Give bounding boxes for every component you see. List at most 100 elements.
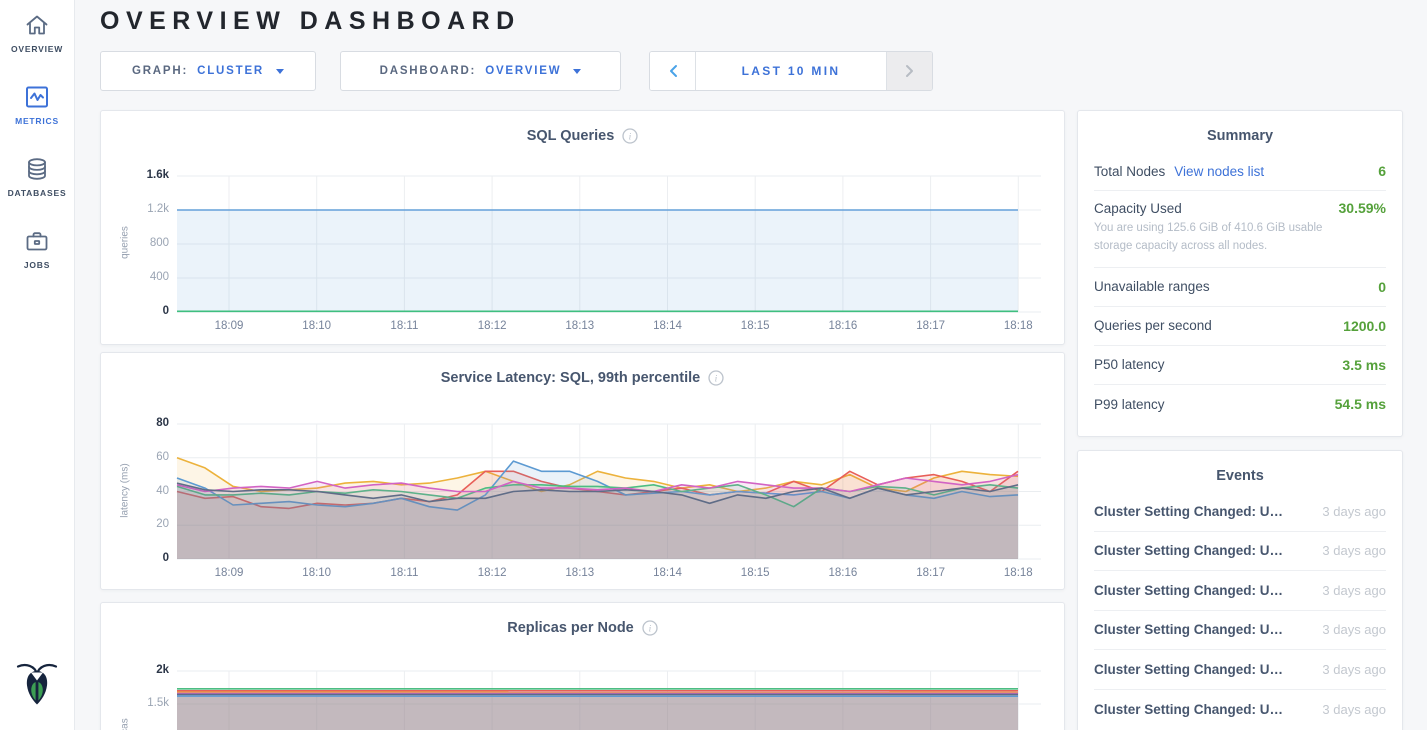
- chart-plot[interactable]: [176, 670, 1041, 730]
- chart-title: Replicas per Node: [507, 620, 634, 636]
- dashboard-dropdown[interactable]: DASHBOARD: OVERVIEW: [340, 51, 621, 91]
- graph-dropdown[interactable]: GRAPH: CLUSTER: [100, 51, 316, 91]
- y-tick-label: 80: [156, 417, 169, 429]
- chart-area-node-3: [177, 696, 1018, 730]
- sidebar-item-label: JOBS: [23, 260, 51, 270]
- event-title: Cluster Setting Changed: U…: [1094, 503, 1284, 519]
- y-tick-label: 0: [162, 305, 169, 317]
- chart-plot[interactable]: [176, 423, 1041, 560]
- y-tick-label: 60: [156, 450, 169, 463]
- events-panel: Events Cluster Setting Changed: U… 3 day…: [1077, 450, 1403, 730]
- x-tick-label: 18:18: [1003, 320, 1033, 332]
- event-row: Cluster Setting Changed: U… 3 days ago: [1094, 532, 1386, 571]
- sidebar-item-label: METRICS: [15, 116, 59, 126]
- summary-value: 0: [1378, 278, 1386, 295]
- summary-value: 54.5 ms: [1334, 396, 1386, 413]
- event-row: Cluster Setting Changed: U… 3 days ago: [1094, 690, 1386, 730]
- event-time: 3 days ago: [1322, 503, 1386, 519]
- graph-dropdown-value: CLUSTER: [197, 65, 265, 77]
- x-tick-label: 18:09: [214, 320, 244, 332]
- time-next-button[interactable]: [886, 52, 932, 90]
- x-tick-label: 18:16: [828, 567, 858, 579]
- summary-value: 30.59%: [1338, 200, 1386, 216]
- event-time: 3 days ago: [1322, 622, 1386, 638]
- chart-area-node-5: [177, 474, 1018, 559]
- chart-area-node-4: [177, 688, 1018, 730]
- x-tick-label: 18:14: [653, 320, 682, 332]
- chevron-down-icon: [573, 68, 582, 74]
- x-tick-label: 18:12: [477, 320, 507, 332]
- summary-row-total-nodes: Total Nodes View nodes list 6: [1094, 152, 1386, 191]
- chart-series-node-5: [176, 473, 1019, 493]
- x-tick-label: 18:18: [1003, 567, 1033, 579]
- event-title: Cluster Setting Changed: U…: [1094, 582, 1284, 598]
- x-tick-label: 18:17: [916, 567, 945, 579]
- chart-plot[interactable]: [177, 175, 1041, 313]
- y-tick-label: 0: [162, 552, 169, 564]
- sidebar-item-overview[interactable]: OVERVIEW: [11, 12, 63, 54]
- x-tick-label: 18:15: [740, 320, 770, 332]
- y-axis-label: queries: [119, 226, 131, 259]
- event-time: 3 days ago: [1322, 661, 1386, 677]
- chevron-down-icon: [276, 68, 285, 74]
- sidebar-item-jobs[interactable]: JOBS: [24, 228, 50, 270]
- event-title: Cluster Setting Changed: U…: [1094, 701, 1284, 717]
- svg-text:i: i: [715, 375, 718, 385]
- y-tick-label: 1.5k: [147, 697, 169, 709]
- svg-text:i: i: [648, 625, 651, 635]
- summary-row-p99-latency: P99 latency 54.5 ms: [1094, 385, 1386, 424]
- chevron-left-icon: [669, 65, 677, 77]
- event-row: Cluster Setting Changed: U… 3 days ago: [1094, 492, 1386, 532]
- event-time: 3 days ago: [1322, 582, 1386, 598]
- event-title: Cluster Setting Changed: U…: [1094, 661, 1284, 677]
- dashboard-dropdown-value: OVERVIEW: [485, 65, 562, 77]
- summary-row-capacity-used: Capacity Used 30.59% You are using 125.6…: [1094, 191, 1386, 268]
- svg-text:i: i: [629, 133, 632, 143]
- y-tick-label: 1.6k: [146, 169, 169, 181]
- summary-label: Total Nodes: [1094, 163, 1166, 179]
- x-tick-label: 18:12: [477, 567, 507, 579]
- info-icon[interactable]: i: [708, 370, 724, 386]
- view-nodes-link[interactable]: View nodes list: [1174, 163, 1265, 179]
- sidebar-item-label: DATABASES: [7, 188, 67, 198]
- databases-icon: [28, 158, 46, 180]
- summary-label: Capacity Used: [1094, 200, 1182, 216]
- summary-row-unavailable-ranges: Unavailable ranges 0: [1094, 268, 1386, 307]
- x-tick-label: 18:09: [214, 567, 244, 579]
- time-range-picker: LAST 10 MIN: [649, 51, 933, 91]
- chart-service-latency: Service Latency: SQL, 99th percentile i …: [100, 352, 1065, 590]
- cockroachdb-logo[interactable]: [16, 659, 58, 716]
- event-row: Cluster Setting Changed: U… 3 days ago: [1094, 571, 1386, 611]
- summary-label: P99 latency: [1094, 396, 1165, 412]
- home-icon: [26, 15, 48, 35]
- summary-row-queries-per-second: Queries per second 1200.0: [1094, 307, 1386, 346]
- y-axis-label: latency (ms): [119, 462, 131, 518]
- summary-value: 1200.0: [1343, 317, 1386, 334]
- event-title: Cluster Setting Changed: U…: [1094, 543, 1284, 559]
- y-tick-label: 800: [149, 237, 169, 249]
- events-title: Events: [1216, 468, 1264, 484]
- summary-row-p50-latency: P50 latency 3.5 ms: [1094, 346, 1386, 385]
- summary-panel: Summary Total Nodes View nodes list 6 Ca…: [1077, 110, 1403, 437]
- sidebar-item-databases[interactable]: DATABASES: [8, 156, 67, 198]
- event-row: Cluster Setting Changed: U… 3 days ago: [1094, 650, 1386, 690]
- jobs-icon: [26, 232, 48, 251]
- x-tick-label: 18:13: [565, 567, 595, 579]
- chart-area-node-6: [177, 694, 1018, 730]
- time-range-label[interactable]: LAST 10 MIN: [741, 64, 841, 78]
- summary-label: P50 latency: [1094, 357, 1165, 373]
- chevron-right-icon: [905, 65, 913, 77]
- chart-area-node-6: [177, 483, 1018, 559]
- summary-title: Summary: [1206, 128, 1274, 144]
- chart-area-node-1: [177, 692, 1018, 730]
- info-icon[interactable]: i: [622, 128, 638, 144]
- chart-area-node-5: [177, 693, 1018, 730]
- x-tick-label: 18:10: [302, 567, 332, 579]
- time-prev-button[interactable]: [650, 52, 696, 90]
- summary-value: 6: [1378, 163, 1386, 179]
- info-icon[interactable]: i: [642, 620, 658, 636]
- sidebar-item-metrics[interactable]: METRICS: [15, 84, 59, 126]
- x-tick-label: 18:11: [390, 320, 419, 332]
- summary-label: Unavailable ranges: [1094, 279, 1210, 295]
- chart-area-node-2: [177, 690, 1018, 730]
